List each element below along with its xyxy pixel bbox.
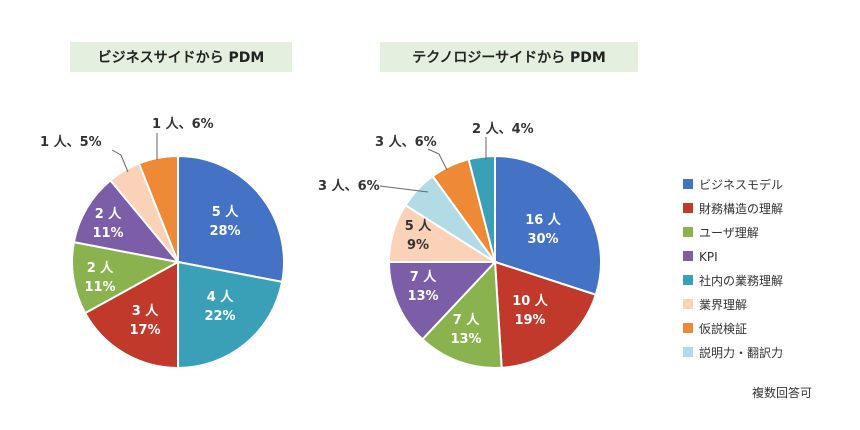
legend: ビジネスモデル 財務構造の理解 ユーザ理解 KPI 社内の業務理解 業界理解 仮… (683, 177, 783, 360)
legend-swatch-internal-ops (683, 275, 693, 285)
chart-title-technology: テクノロジーサイドから PDM (412, 50, 606, 66)
callout-tech-internal-ops: 2 人、4% (472, 121, 534, 137)
pie-business-labels: 5 人 28% 4 人 22% 3 人 17% 2 人 11% 2 人 11% (84, 204, 240, 338)
chart-title-box-business (70, 42, 292, 72)
slice-label-business-model-count: 5 人 (212, 204, 240, 220)
slice-label-tech-industry-percent: 9% (407, 238, 429, 253)
pie-slice-technology-7 (467, 154, 496, 263)
slice-label-finance-count: 3 人 (132, 303, 160, 319)
slice-label-tech-user-count: 7 人 (453, 312, 481, 328)
slice-label-internal-ops-count: 4 人 (207, 289, 235, 305)
pie-slice-business-2 (83, 260, 179, 370)
slice-label-business-model-percent: 28% (209, 224, 240, 239)
slice-label-internal-ops-percent: 22% (204, 309, 235, 324)
legend-swatch-industry (683, 299, 693, 309)
slice-label-tech-industry-count: 5 人 (405, 218, 433, 234)
slice-label-tech-kpi-count: 7 人 (410, 269, 438, 285)
legend-swatch-user (683, 227, 693, 237)
slice-label-tech-user-percent: 13% (450, 332, 481, 347)
slice-label-user-percent: 11% (84, 280, 115, 295)
legend-swatch-kpi (683, 251, 693, 261)
pie-chart-business (71, 154, 285, 370)
pie-slice-business-0 (177, 154, 285, 284)
pie-slice-technology-2 (421, 259, 503, 369)
callout-line-business-industry (111, 149, 129, 173)
slice-label-finance-percent: 17% (129, 323, 160, 338)
chart-title-box-technology (380, 42, 638, 72)
pie-slice-technology-1 (493, 260, 598, 369)
legend-label-internal-ops: 社内の業務理解 (699, 273, 783, 288)
callout-line-tech-hypothesis (427, 148, 448, 171)
pie-slice-business-3 (71, 240, 181, 315)
pie-technology-callouts: 3 人、6% 3 人、6% 2 人、4% (318, 121, 534, 194)
slice-label-tech-finance-count: 10 人 (512, 293, 549, 309)
legend-swatch-business-model (683, 179, 693, 189)
pie-slice-business-6 (137, 154, 179, 263)
pie-business-callouts: 1 人、5% 1 人、6% (40, 116, 214, 173)
pie-slice-business-4 (72, 178, 181, 264)
slice-label-tech-finance-percent: 19% (514, 313, 545, 328)
slice-label-tech-business-model-count: 16 人 (525, 212, 562, 228)
legend-label-industry: 業界理解 (699, 298, 747, 312)
slice-label-kpi-count: 2 人 (95, 206, 123, 222)
callout-tech-hypothesis: 3 人、6% (375, 134, 437, 150)
chart-title-business: ビジネスサイドから PDM (98, 50, 265, 66)
slice-label-tech-kpi-percent: 13% (407, 289, 438, 304)
legend-swatch-hypothesis (683, 323, 693, 333)
footnote-multiple-answers: 複数回答可 (752, 385, 812, 400)
legend-label-finance: 財務構造の理解 (699, 201, 783, 216)
legend-label-user: ユーザ理解 (699, 226, 759, 240)
legend-label-business-model: ビジネスモデル (699, 177, 783, 192)
callout-tech-explain: 3 人、6% (318, 178, 380, 194)
legend-swatch-finance (683, 203, 693, 213)
legend-swatch-explain (683, 347, 693, 357)
pie-chart-technology (387, 154, 602, 369)
legend-label-explain: 説明力・翻訳力 (699, 345, 783, 360)
callout-business-industry: 1 人、5% (40, 134, 102, 150)
slice-label-user-count: 2 人 (87, 260, 115, 276)
pie-slice-technology-3 (387, 261, 498, 341)
slice-label-tech-business-model-percent: 30% (527, 232, 558, 247)
slice-label-kpi-percent: 11% (92, 226, 123, 241)
legend-label-kpi: KPI (699, 250, 718, 264)
pie-technology-labels: 16 人 30% 10 人 19% 7 人 13% 7 人 13% 5 人 9% (405, 212, 562, 347)
pie-slice-business-1 (177, 260, 284, 370)
pie-slice-technology-0 (494, 154, 602, 297)
callout-business-hypothesis: 1 人、6% (152, 116, 214, 132)
callout-line-tech-explain (379, 185, 429, 193)
legend-label-hypothesis: 仮説検証 (699, 321, 747, 336)
